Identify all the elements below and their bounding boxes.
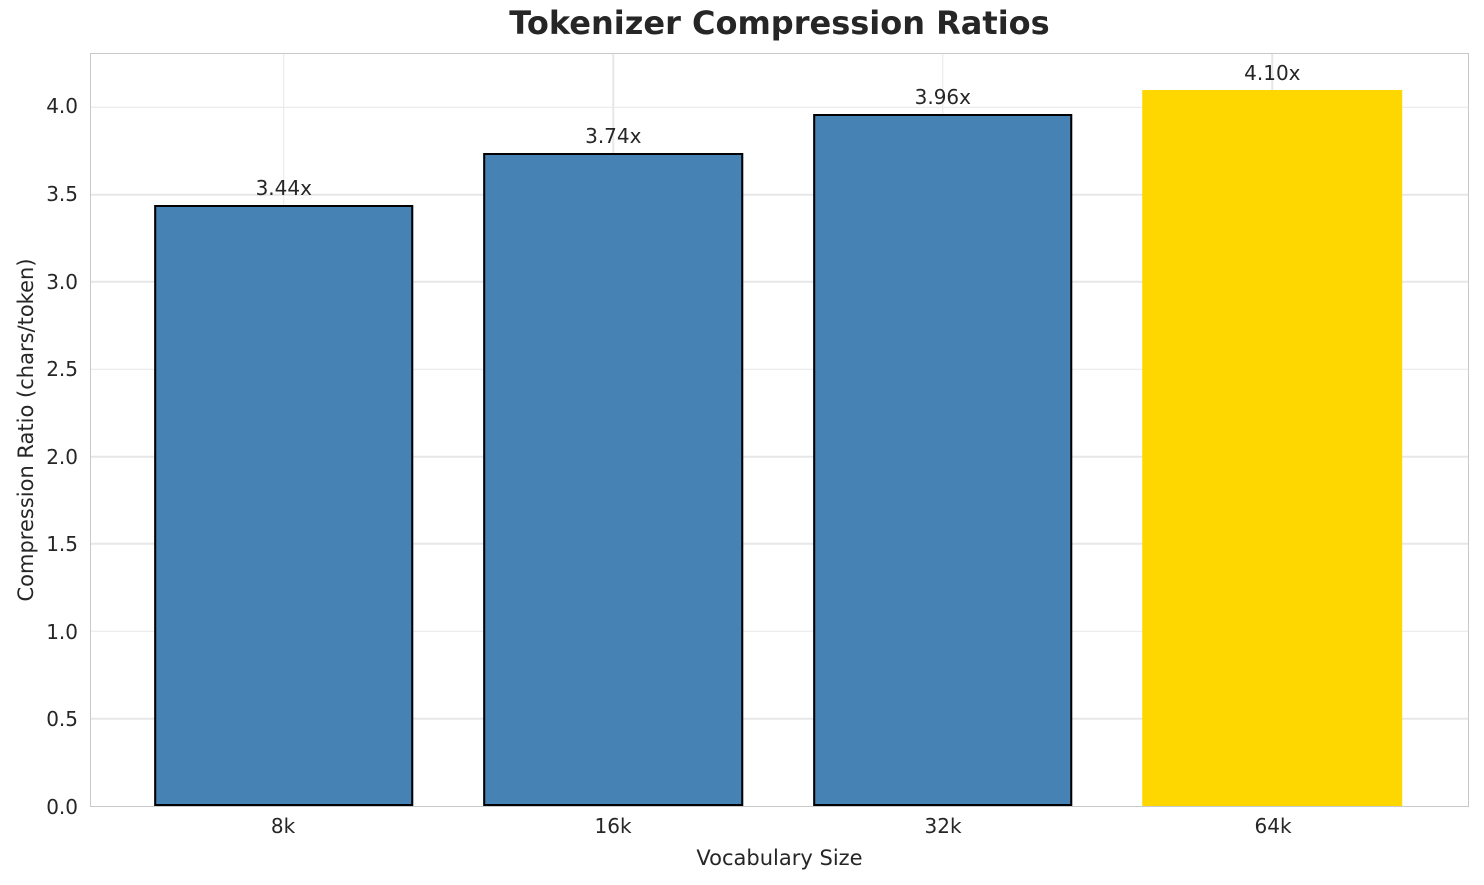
- x-tick-label: 64k: [1254, 814, 1292, 838]
- y-tick-label: 1.0: [46, 619, 78, 644]
- gridline-horizontal: [91, 630, 1468, 633]
- gridline-horizontal: [91, 717, 1468, 720]
- y-tick-label: 0.5: [46, 707, 78, 732]
- y-tick-gutter: 0.0 0.5 1.0 1.5 2.0 2.5 3.0 3.5 4.0: [0, 53, 78, 819]
- y-tick-label: 2.0: [46, 444, 78, 469]
- gridline-horizontal: [91, 543, 1468, 545]
- bar-value-label: 3.74x: [585, 123, 642, 148]
- x-tick-row: 8k 16k 32k 64k: [90, 814, 1469, 840]
- y-tick-label: 3.0: [46, 269, 78, 294]
- bar-value-label: 3.96x: [914, 85, 971, 110]
- gridline-horizontal: [91, 106, 1468, 109]
- bar: [1142, 89, 1403, 806]
- x-tick-label: 32k: [924, 814, 962, 838]
- x-tick-label: 8k: [270, 814, 296, 838]
- bar: [483, 152, 744, 806]
- bar-value-label: 3.44x: [255, 176, 312, 201]
- plot-area: 3.44x 3.74x 3.96x 4.10x: [90, 53, 1469, 807]
- y-tick-label: 2.5: [46, 357, 78, 382]
- gridline-horizontal: [91, 281, 1468, 283]
- y-tick-label: 3.5: [46, 182, 78, 206]
- y-tick-label: 1.5: [46, 532, 78, 557]
- chart-title: Tokenizer Compression Ratios: [509, 4, 1050, 42]
- gridline-horizontal: [91, 193, 1468, 196]
- bar-value-label: 4.10x: [1244, 60, 1301, 85]
- bar: [813, 114, 1073, 806]
- y-tick-label: 0.0: [46, 795, 78, 819]
- bar: [153, 205, 414, 806]
- y-tick-label: 4.0: [46, 94, 78, 119]
- x-axis-label: Vocabulary Size: [696, 846, 863, 870]
- gridline-horizontal: [91, 368, 1468, 371]
- x-tick-label: 16k: [594, 814, 632, 838]
- gridline-horizontal: [91, 455, 1468, 458]
